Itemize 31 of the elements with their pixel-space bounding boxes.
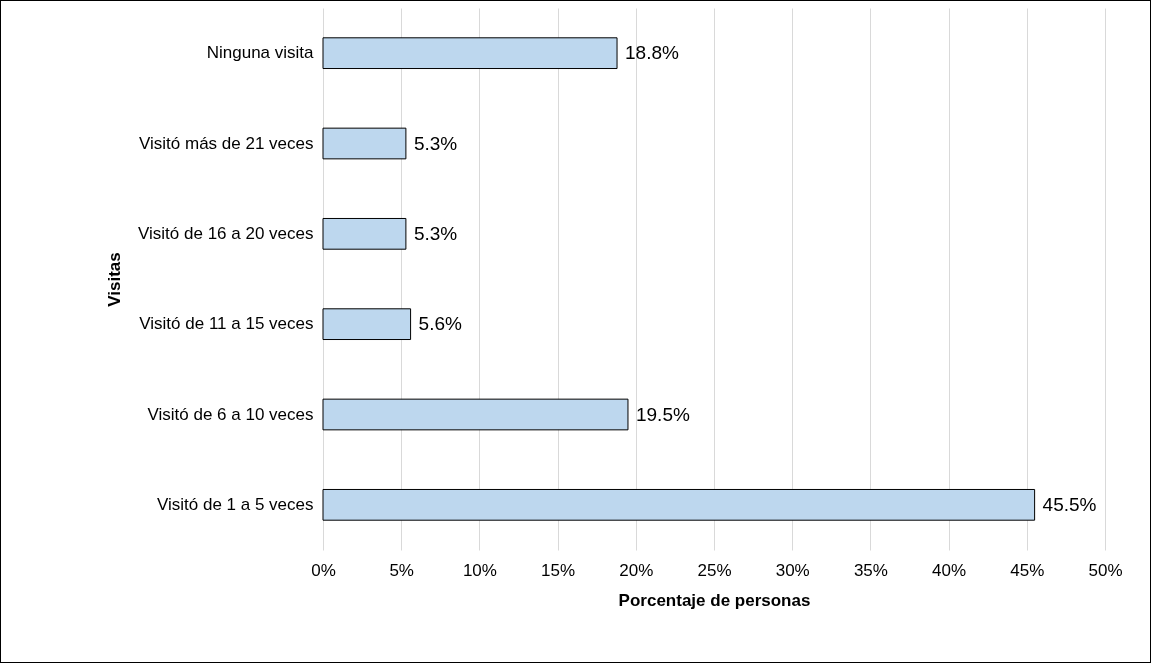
x-tick-label: 25% (697, 560, 732, 580)
bar (322, 308, 412, 341)
data-label: 5.6% (418, 313, 462, 335)
bar (322, 488, 1036, 521)
x-tick-label: 35% (853, 560, 888, 580)
x-tick-label: 50% (1088, 560, 1123, 580)
x-tick-label: 0% (311, 560, 336, 580)
x-tick-label: 20% (619, 560, 654, 580)
data-label: 19.5% (635, 403, 690, 425)
bar (322, 398, 629, 431)
data-label: 45.5% (1042, 493, 1097, 515)
bar (322, 37, 618, 70)
y-axis-title: Visitas (105, 252, 125, 307)
bar (322, 127, 407, 160)
x-tick-label: 10% (462, 560, 497, 580)
y-tick-label: Visitó de 11 a 15 veces (139, 314, 314, 334)
y-tick-label: Visitó más de 21 veces (139, 133, 314, 153)
data-label: 18.8% (625, 42, 680, 64)
x-tick-label: 45% (1010, 560, 1045, 580)
x-tick-label: 15% (541, 560, 576, 580)
y-tick-label: Visitó de 1 a 5 veces (156, 494, 314, 514)
y-tick-label: Visitó de 16 a 20 veces (138, 223, 314, 243)
bar (322, 217, 407, 250)
x-tick-label: 30% (775, 560, 810, 580)
x-tick-label: 5% (389, 560, 414, 580)
y-tick-label: Visitó de 6 a 10 veces (147, 404, 314, 424)
x-tick-label: 40% (932, 560, 967, 580)
data-label: 5.3% (413, 132, 458, 154)
x-axis-title: Porcentaje de personas (618, 590, 811, 610)
y-tick-label: Ninguna visita (206, 43, 315, 63)
data-label: 5.3% (413, 222, 458, 244)
